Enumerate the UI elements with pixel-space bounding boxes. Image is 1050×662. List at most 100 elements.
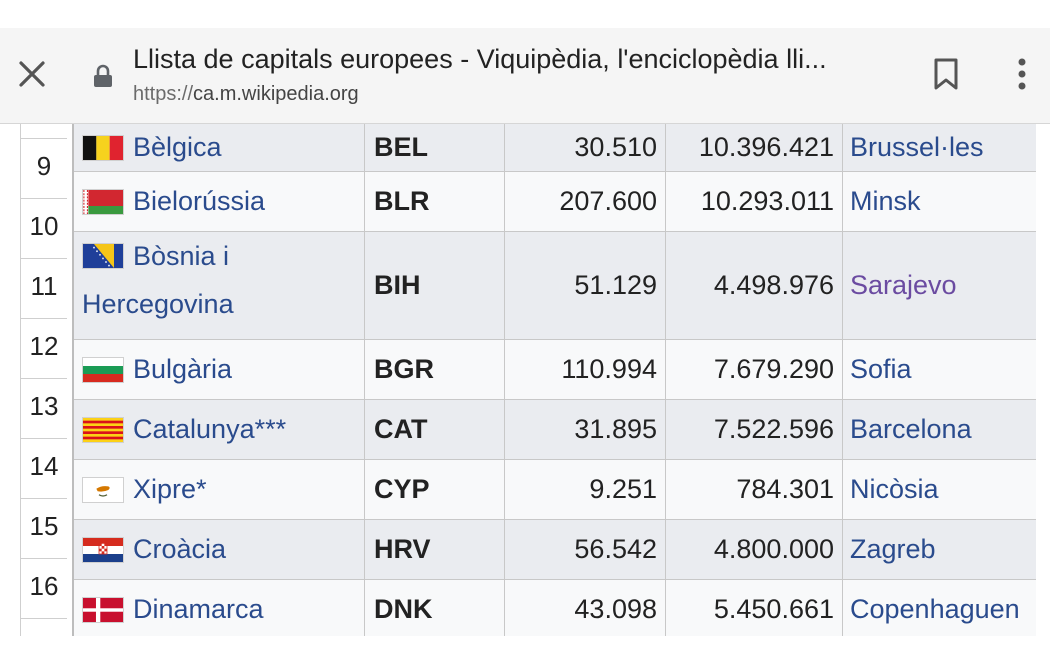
table-row: Bulgària BGR 110.994 7.679.290 Sofia (74, 340, 1036, 400)
table-row: Croàcia HRV 56.542 4.800.000 Zagreb (74, 520, 1036, 580)
flag-catalonia-icon (82, 416, 124, 443)
country-link[interactable]: Bielorússia (82, 186, 265, 217)
country-cell: Dinamarca (74, 580, 365, 636)
row-divider (21, 618, 67, 619)
area-cell: 9.251 (505, 460, 666, 519)
capital-cell: Barcelona (843, 400, 1036, 459)
table-row: Dinamarca DNK 43.098 5.450.661 Copenhagu… (74, 580, 1036, 636)
capital-link[interactable]: Minsk (850, 186, 921, 216)
capital-link[interactable]: Sarajevo (850, 270, 957, 300)
capital-cell: Brussel·les (843, 124, 1036, 171)
row-number: 10 (29, 211, 59, 241)
country-name-line2: Hercegovina (82, 289, 234, 319)
code-cell: BIH (365, 232, 505, 339)
country-link[interactable]: Bèlgica (82, 132, 222, 163)
code-cell: DNK (365, 580, 505, 636)
code-cell: BLR (365, 172, 505, 231)
capital-cell: Zagreb (843, 520, 1036, 579)
population-cell: 784.301 (666, 460, 843, 519)
area-cell: 51.129 (505, 232, 666, 339)
capital-link[interactable]: Nicòsia (850, 474, 939, 504)
flag-bulgaria-icon (82, 356, 124, 383)
capitals-table: Bèlgica BEL 30.510 10.396.421 Brussel·le… (72, 124, 1036, 636)
population-cell: 4.800.000 (666, 520, 843, 579)
row-divider (21, 138, 67, 139)
row-number: 15 (29, 511, 59, 541)
row-divider (21, 558, 67, 559)
capital-link[interactable]: Copenhaguen (850, 594, 1020, 624)
row-divider (21, 498, 67, 499)
capital-link[interactable]: Brussel·les (850, 132, 984, 162)
more-menu-button[interactable] (1004, 54, 1040, 94)
row-number: 11 (30, 271, 58, 301)
country-cell: Bulgària (74, 340, 365, 399)
bookmark-icon (934, 58, 958, 90)
more-vert-icon (1018, 58, 1026, 90)
country-name: Xipre* (133, 474, 207, 504)
url-bar[interactable]: https://ca.m.wikipedia.org (133, 83, 359, 106)
population-cell: 10.396.421 (666, 124, 843, 171)
close-icon (19, 61, 45, 87)
population-cell: 7.522.596 (666, 400, 843, 459)
close-tab-button[interactable] (12, 54, 52, 94)
flag-denmark-icon (82, 596, 124, 623)
row-number-column: 9 10 11 12 13 14 15 16 (20, 124, 67, 636)
row-number: 16 (29, 571, 59, 601)
url-host: ca.m.wikipedia.org (193, 83, 359, 105)
table-row: Catalunya*** CAT 31.895 7.522.596 Barcel… (74, 400, 1036, 460)
top-margin (0, 0, 1050, 28)
row-number: 9 (36, 151, 52, 181)
country-name: Bèlgica (133, 132, 222, 162)
country-cell: Xipre* (74, 460, 365, 519)
country-name: Catalunya*** (133, 414, 287, 444)
capital-link[interactable]: Sofia (850, 354, 912, 384)
population-cell: 7.679.290 (666, 340, 843, 399)
capital-cell: Sofia (843, 340, 1036, 399)
row-divider (21, 378, 67, 379)
area-cell: 56.542 (505, 520, 666, 579)
code-cell: CYP (365, 460, 505, 519)
area-cell: 30.510 (505, 124, 666, 171)
code-cell: BGR (365, 340, 505, 399)
capital-cell: Sarajevo (843, 232, 1036, 339)
code-cell: BEL (365, 124, 505, 171)
country-cell: Croàcia (74, 520, 365, 579)
country-link[interactable]: Croàcia (82, 534, 226, 565)
row-divider (21, 198, 67, 199)
bookmark-button[interactable] (928, 54, 964, 94)
country-cell: Bèlgica (74, 124, 365, 171)
area-cell: 31.895 (505, 400, 666, 459)
flag-belarus-icon (82, 188, 124, 215)
country-link[interactable]: Bulgària (82, 354, 232, 385)
table-row: Bèlgica BEL 30.510 10.396.421 Brussel·le… (74, 124, 1036, 172)
area-cell: 110.994 (505, 340, 666, 399)
flag-bosnia-icon (82, 243, 124, 269)
population-cell: 10.293.011 (666, 172, 843, 231)
country-cell: Bielorússia (74, 172, 365, 231)
row-divider (21, 438, 67, 439)
capital-link[interactable]: Barcelona (850, 414, 972, 444)
flag-cyprus-icon (82, 476, 124, 503)
area-cell: 43.098 (505, 580, 666, 636)
row-divider (21, 318, 67, 319)
page-content[interactable]: 9 10 11 12 13 14 15 16 Bèlgica (0, 124, 1050, 636)
table-row: Xipre* CYP 9.251 784.301 Nicòsia (74, 460, 1036, 520)
country-link[interactable]: Catalunya*** (82, 414, 286, 445)
population-cell: 5.450.661 (666, 580, 843, 636)
page-title: Llista de capitals europees - Viquipèdia… (133, 44, 827, 74)
country-name-line1: Bòsnia i (133, 241, 230, 271)
browser-toolbar: Llista de capitals europees - Viquipèdia… (0, 28, 1050, 124)
row-number: 14 (29, 451, 59, 481)
country-link[interactable]: Dinamarca (82, 594, 264, 625)
bottom-margin (0, 636, 1050, 662)
capital-link[interactable]: Zagreb (850, 534, 936, 564)
country-link[interactable]: Bòsnia i Hercegovina (82, 232, 234, 328)
country-link[interactable]: Xipre* (82, 474, 207, 505)
country-name: Bielorússia (133, 186, 266, 216)
code-cell: HRV (365, 520, 505, 579)
country-name: Bulgària (133, 354, 233, 384)
capital-cell: Nicòsia (843, 460, 1036, 519)
table-row: Bòsnia i Hercegovina BIH 51.129 4.498.97… (74, 232, 1036, 340)
lock-icon (94, 64, 112, 87)
country-cell: Bòsnia i Hercegovina (74, 232, 365, 339)
